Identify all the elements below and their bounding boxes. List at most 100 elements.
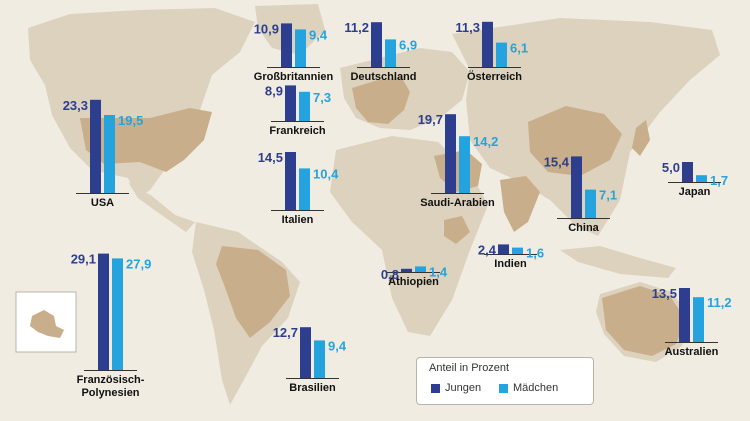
country-label: China xyxy=(568,222,599,234)
country-label: Australien xyxy=(665,346,719,358)
country-label: Japan xyxy=(679,186,711,198)
country-label: Großbritannien xyxy=(254,71,334,83)
bar-maedchen xyxy=(693,297,704,342)
bar-jungen xyxy=(285,85,296,121)
bar-jungen xyxy=(498,244,509,254)
value-label-jungen: 5,0 xyxy=(662,160,680,175)
bar-maedchen xyxy=(299,168,310,210)
country-label: Französisch- xyxy=(77,374,145,386)
country-china xyxy=(528,106,622,176)
inset-island-tahiti xyxy=(30,310,64,338)
bar-group-country-7: 15,4 7,1 China xyxy=(544,154,617,234)
bar-maedchen xyxy=(295,29,306,67)
value-label-maedchen: 27,9 xyxy=(126,256,151,271)
bar-maedchen xyxy=(385,39,396,67)
legend-swatch-maedchen xyxy=(499,383,508,393)
value-label-jungen: 19,7 xyxy=(418,112,443,127)
country-label: Italien xyxy=(282,214,314,226)
value-label-maedchen: 1,7 xyxy=(710,173,728,188)
country-label: Deutschland xyxy=(350,71,416,83)
value-label-maedchen: 7,1 xyxy=(599,188,617,203)
bar-group-country-11: 29,1 27,9 Französisch-Polynesien xyxy=(71,252,152,399)
bar-jungen xyxy=(90,99,101,193)
landmass-central-america xyxy=(128,182,195,232)
country-japan xyxy=(632,120,650,156)
bar-jungen xyxy=(281,23,292,67)
value-label-maedchen: 19,5 xyxy=(118,113,143,128)
bar-group-country-13: 13,5 11,2 Australien xyxy=(652,286,732,358)
country-label: USA xyxy=(91,197,114,209)
bar-jungen xyxy=(300,327,311,378)
value-label-jungen: 14,5 xyxy=(258,150,283,165)
country-ethiopia xyxy=(444,216,470,244)
legend-box: Anteil in Prozent Jungen Mädchen xyxy=(416,357,594,405)
value-label-jungen: 29,1 xyxy=(71,252,96,267)
bar-maedchen xyxy=(459,136,470,193)
bar-maedchen xyxy=(415,266,426,272)
landmass-indonesia xyxy=(560,246,676,278)
country-label: Österreich xyxy=(467,70,522,83)
bar-maedchen xyxy=(496,42,507,67)
bar-jungen xyxy=(445,114,456,193)
value-label-maedchen: 11,2 xyxy=(707,295,732,310)
value-label-maedchen: 10,4 xyxy=(313,166,339,181)
country-label: Frankreich xyxy=(269,125,326,137)
bar-maedchen xyxy=(585,189,596,218)
bar-group-country-3: 23,3 19,5 USA xyxy=(63,98,144,209)
bar-jungen xyxy=(285,152,296,210)
legend-item-jungen: Jungen xyxy=(431,382,481,394)
bar-group-country-4: 8,9 7,3 Frankreich xyxy=(265,83,331,137)
country-label: Polynesien xyxy=(81,387,139,399)
country-label: Äthiopien xyxy=(388,275,439,288)
bar-jungen xyxy=(401,268,412,272)
country-western-europe xyxy=(352,78,410,124)
value-label-jungen: 15,4 xyxy=(544,154,570,169)
bar-jungen xyxy=(679,288,690,342)
bar-group-country-1: 11,2 6,9 Deutschland xyxy=(344,20,417,83)
bars-layer: 10,9 9,4Großbritannien11,26,9Deutschland1… xyxy=(63,20,732,399)
value-label-jungen: 2,4 xyxy=(478,242,497,257)
legend-swatch-jungen xyxy=(431,383,440,393)
value-label-maedchen: 9,4 xyxy=(328,338,347,353)
bar-maedchen xyxy=(512,247,523,254)
value-label-maedchen: 1,4 xyxy=(429,264,448,279)
value-label-jungen: 13,5 xyxy=(652,286,677,301)
legend-title: Anteil in Prozent xyxy=(429,362,510,374)
value-label-maedchen: 9,4 xyxy=(309,27,328,42)
legend-label-jungen: Jungen xyxy=(445,382,482,394)
country-australia xyxy=(602,286,686,356)
bar-group-country-2: 11,3 6,1 Österreich xyxy=(455,20,528,83)
bar-jungen xyxy=(682,162,693,182)
country-label: Saudi-Arabien xyxy=(420,197,495,209)
bar-group-country-5: 19,7 14,2 Saudi-Arabien xyxy=(418,112,499,209)
value-label-maedchen: 6,9 xyxy=(399,37,417,52)
country-india xyxy=(500,176,540,232)
bar-maedchen xyxy=(299,91,310,121)
bar-group-country-6: 14,5 10,4 Italien xyxy=(258,150,339,226)
bar-group-country-0: 10,9 9,4 Großbritannien xyxy=(254,21,334,83)
value-label-jungen: 11,2 xyxy=(344,20,369,35)
bar-maedchen xyxy=(104,115,115,193)
value-label-jungen: 11,3 xyxy=(455,20,480,35)
landmass-north-america xyxy=(28,8,255,198)
value-label-jungen: 10,9 xyxy=(254,21,279,36)
bar-group-country-12: 12,7 9,4 Brasilien xyxy=(273,325,347,394)
bar-jungen xyxy=(482,21,493,67)
country-brazil xyxy=(216,246,290,338)
value-label-jungen: 23,3 xyxy=(63,98,88,113)
bar-jungen xyxy=(98,253,109,370)
bar-jungen xyxy=(371,22,382,67)
value-label-maedchen: 1,6 xyxy=(526,246,544,261)
legend-label-maedchen: Mädchen xyxy=(513,382,559,394)
legend-item-maedchen: Mädchen xyxy=(499,382,558,394)
bar-maedchen xyxy=(696,175,707,182)
value-label-maedchen: 6,1 xyxy=(510,41,528,56)
value-label-maedchen: 7,3 xyxy=(313,90,331,105)
bar-maedchen xyxy=(314,340,325,378)
value-label-jungen: 8,9 xyxy=(265,83,283,98)
